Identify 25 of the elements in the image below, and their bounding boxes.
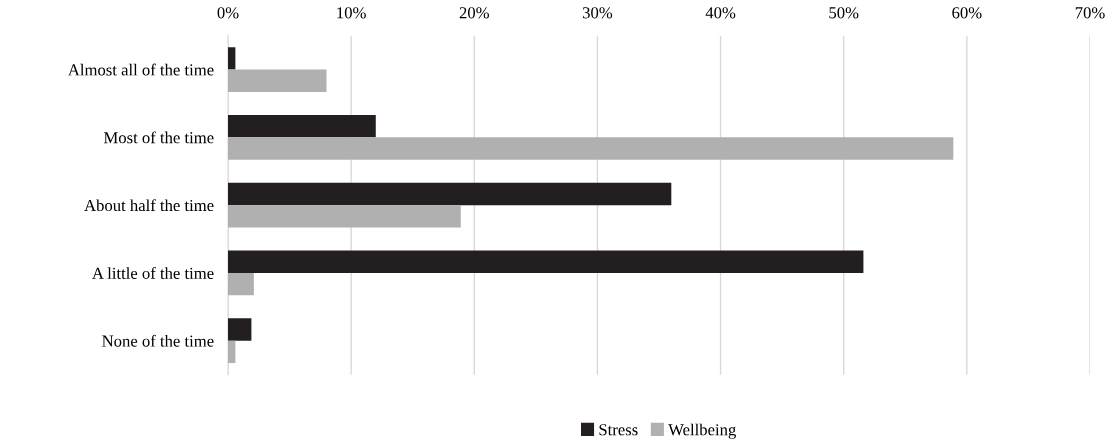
y-tick-label: Almost all of the time	[68, 63, 214, 76]
bar	[228, 182, 672, 206]
y-tick-label: A little of the time	[92, 267, 214, 279]
x-tick-label: 0%	[217, 7, 239, 19]
x-tick-label: 60%	[952, 7, 982, 19]
x-tick-label: 30%	[582, 7, 613, 19]
y-tick-label: Most of the time	[103, 131, 214, 144]
x-tick-label: 40%	[705, 7, 736, 19]
bar	[228, 340, 236, 364]
y-tick-label: None of the time	[102, 334, 214, 347]
bar	[228, 250, 864, 273]
bar	[228, 115, 376, 138]
bar	[228, 205, 461, 228]
bar	[228, 318, 252, 341]
legend-label: Wellbeing	[668, 423, 736, 439]
bar	[228, 47, 236, 70]
bar	[228, 137, 954, 160]
x-tick-label: 50%	[829, 7, 859, 19]
bar	[228, 272, 254, 296]
x-tick-label: 10%	[337, 7, 366, 19]
x-tick-label: 20%	[459, 7, 489, 19]
bar	[228, 69, 327, 92]
legend-label: Stress	[599, 424, 638, 436]
y-tick-label: About half the time	[84, 199, 214, 212]
x-tick-label: 70%	[1075, 7, 1105, 19]
